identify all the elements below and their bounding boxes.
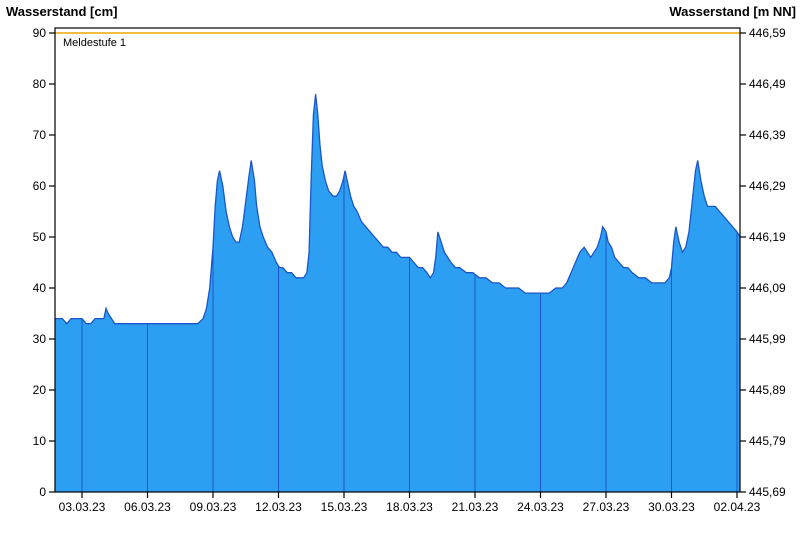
left-tick-label: 10: [33, 434, 47, 448]
right-tick-label: 445,69: [749, 485, 786, 499]
threshold-label: Meldestufe 1: [63, 37, 126, 49]
right-tick-label: 445,99: [749, 332, 786, 346]
left-tick-label: 0: [39, 485, 46, 499]
date-tick-label: 02.04.23: [714, 500, 761, 514]
date-tick-label: 03.03.23: [59, 500, 106, 514]
right-axis-title: Wasserstand [m NN]: [669, 4, 796, 19]
left-tick-label: 30: [33, 332, 47, 346]
water-level-area: [54, 94, 741, 492]
date-tick-label: 12.03.23: [255, 500, 302, 514]
right-tick-label: 446,39: [749, 128, 786, 142]
date-tick-label: 15.03.23: [321, 500, 368, 514]
left-tick-label: 40: [33, 281, 47, 295]
date-tick-label: 21.03.23: [452, 500, 499, 514]
date-tick-label: 06.03.23: [124, 500, 171, 514]
right-tick-label: 445,79: [749, 434, 786, 448]
date-tick-label: 18.03.23: [386, 500, 433, 514]
right-tick-label: 446,49: [749, 77, 786, 91]
right-tick-label: 446,59: [749, 26, 786, 40]
left-axis-title: Wasserstand [cm]: [6, 4, 118, 19]
right-tick-label: 445,89: [749, 383, 786, 397]
left-tick-label: 80: [33, 77, 47, 91]
right-tick-label: 446,19: [749, 230, 786, 244]
left-tick-label: 20: [33, 383, 47, 397]
date-tick-label: 27.03.23: [583, 500, 630, 514]
date-tick-label: 09.03.23: [190, 500, 237, 514]
right-tick-label: 446,09: [749, 281, 786, 295]
left-tick-label: 70: [33, 128, 47, 142]
left-tick-label: 60: [33, 179, 47, 193]
date-tick-label: 24.03.23: [517, 500, 564, 514]
water-level-line: [54, 94, 741, 325]
left-tick-label: 90: [33, 26, 47, 40]
date-tick-label: 30.03.23: [648, 500, 695, 514]
plot-border: [54, 27, 741, 493]
right-tick-label: 446,29: [749, 179, 786, 193]
left-tick-label: 50: [33, 230, 47, 244]
